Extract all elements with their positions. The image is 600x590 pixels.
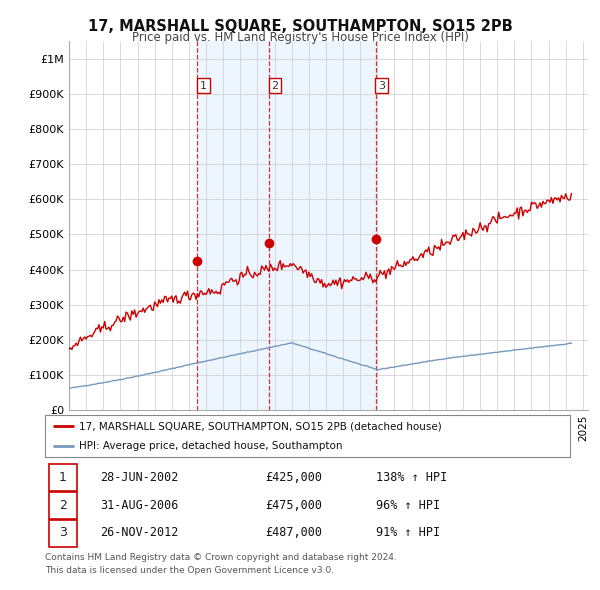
FancyBboxPatch shape <box>49 520 77 546</box>
Text: Contains HM Land Registry data © Crown copyright and database right 2024.: Contains HM Land Registry data © Crown c… <box>45 553 397 562</box>
Text: 1: 1 <box>59 471 67 484</box>
Text: 17, MARSHALL SQUARE, SOUTHAMPTON, SO15 2PB (detached house): 17, MARSHALL SQUARE, SOUTHAMPTON, SO15 2… <box>79 421 442 431</box>
Text: 26-NOV-2012: 26-NOV-2012 <box>100 526 179 539</box>
Text: £487,000: £487,000 <box>265 526 323 539</box>
Text: 17, MARSHALL SQUARE, SOUTHAMPTON, SO15 2PB: 17, MARSHALL SQUARE, SOUTHAMPTON, SO15 2… <box>88 19 512 34</box>
FancyBboxPatch shape <box>49 464 77 491</box>
Text: 91% ↑ HPI: 91% ↑ HPI <box>376 526 440 539</box>
Text: 3: 3 <box>59 526 67 539</box>
Text: £475,000: £475,000 <box>265 499 323 512</box>
Text: 96% ↑ HPI: 96% ↑ HPI <box>376 499 440 512</box>
FancyBboxPatch shape <box>49 493 77 519</box>
Bar <box>197 41 376 410</box>
Text: 1: 1 <box>200 81 207 90</box>
Text: HPI: Average price, detached house, Southampton: HPI: Average price, detached house, Sout… <box>79 441 343 451</box>
Text: 138% ↑ HPI: 138% ↑ HPI <box>376 471 447 484</box>
Text: 2: 2 <box>59 499 67 512</box>
Text: 31-AUG-2006: 31-AUG-2006 <box>100 499 179 512</box>
Text: 3: 3 <box>378 81 385 90</box>
Text: £425,000: £425,000 <box>265 471 323 484</box>
Text: 2: 2 <box>271 81 278 90</box>
Text: 28-JUN-2002: 28-JUN-2002 <box>100 471 179 484</box>
Text: This data is licensed under the Open Government Licence v3.0.: This data is licensed under the Open Gov… <box>45 566 334 575</box>
Text: Price paid vs. HM Land Registry's House Price Index (HPI): Price paid vs. HM Land Registry's House … <box>131 31 469 44</box>
